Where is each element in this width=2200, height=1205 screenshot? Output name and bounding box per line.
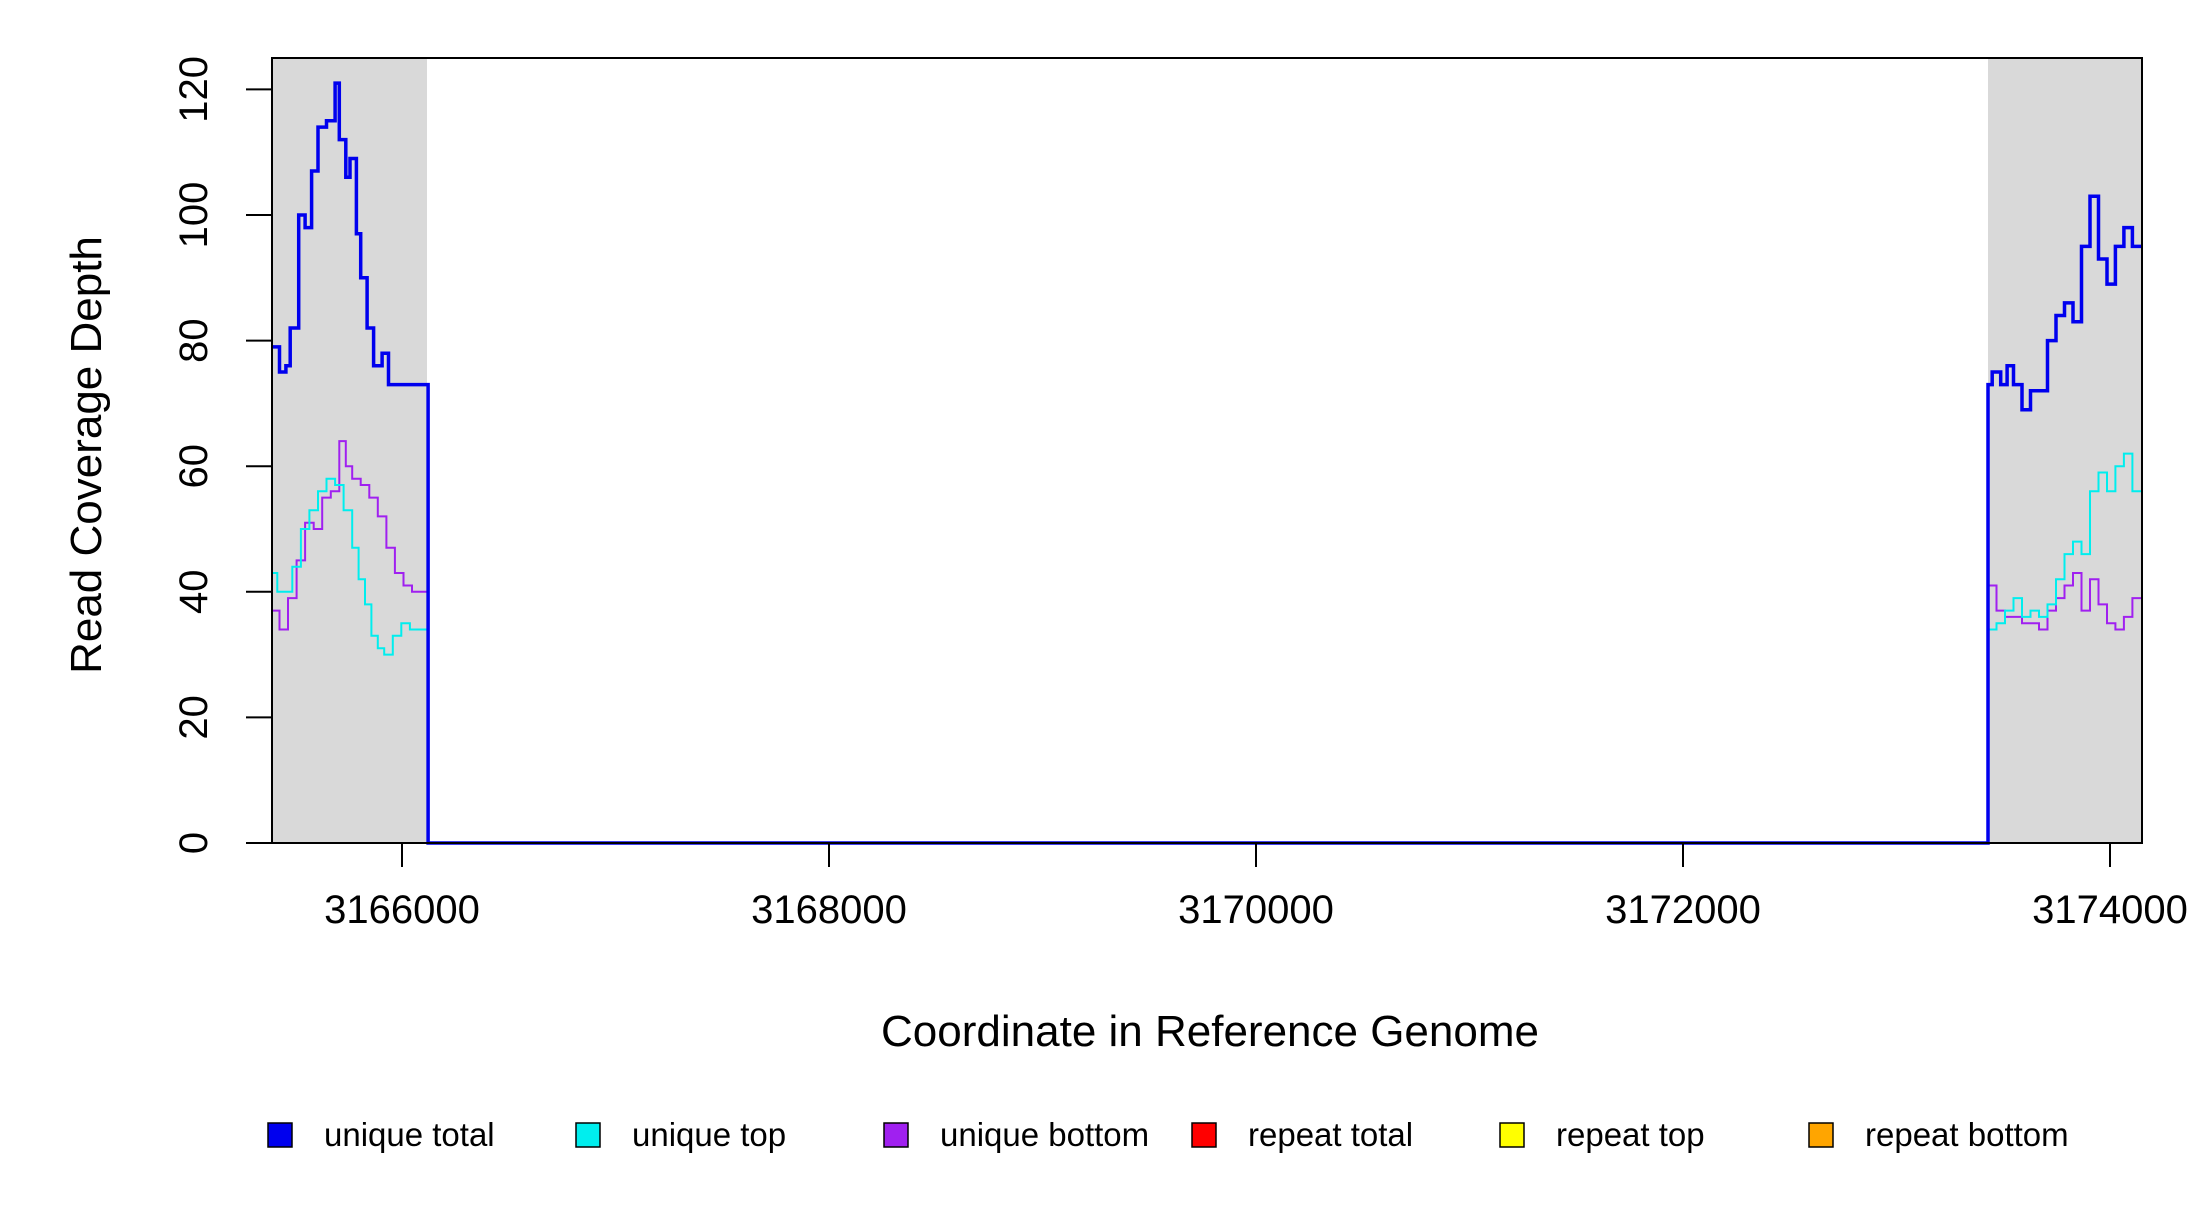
y-tick-label-60: 60 <box>172 444 216 489</box>
legend-swatch-repeat-top <box>1499 1122 1525 1148</box>
shaded-regions <box>272 58 2142 843</box>
legend-swatch-unique-total <box>267 1122 293 1148</box>
x-axis-title: Coordinate in Reference Genome <box>881 1007 1539 1056</box>
legend-swatch-unique-top <box>575 1122 601 1148</box>
legend-item-unique-top: unique top <box>575 1116 786 1153</box>
legend: unique total unique top unique bottom repea… <box>267 1116 2069 1153</box>
x-tick-label-3166000: 3166000 <box>324 888 480 932</box>
x-tick-label-3174000: 3174000 <box>2032 888 2188 932</box>
y-axis: 0 20 40 60 80 100 120 <box>172 56 272 854</box>
legend-swatch-unique-bottom <box>883 1122 909 1148</box>
series-line-unique-total <box>272 81 2142 845</box>
legend-item-repeat-top: repeat top <box>1499 1116 1705 1153</box>
legend-swatch-repeat-bottom <box>1808 1122 1834 1148</box>
legend-label-unique-top: unique top <box>632 1116 786 1153</box>
x-tick-label-3172000: 3172000 <box>1605 888 1761 932</box>
legend-label-unique-bottom: unique bottom <box>940 1116 1149 1153</box>
y-tick-label-100: 100 <box>172 182 216 249</box>
legend-item-repeat-total: repeat total <box>1191 1116 1413 1153</box>
shaded-region-1 <box>272 58 427 843</box>
legend-label-unique-total: unique total <box>324 1116 495 1153</box>
legend-item-repeat-bottom: repeat bottom <box>1808 1116 2069 1153</box>
x-tick-label-3168000: 3168000 <box>751 888 907 932</box>
series-line-unique-bottom <box>272 440 2143 844</box>
legend-label-repeat-bottom: repeat bottom <box>1865 1116 2069 1153</box>
legend-label-repeat-total: repeat total <box>1248 1116 1413 1153</box>
y-tick-label-0: 0 <box>172 832 216 854</box>
legend-item-unique-total: unique total <box>267 1116 495 1153</box>
y-tick-label-120: 120 <box>172 56 216 123</box>
y-tick-label-20: 20 <box>172 695 216 740</box>
y-axis-title: Read Coverage Depth <box>62 236 111 674</box>
plot-frame <box>271 57 2143 844</box>
x-axis: 3166000 3168000 3170000 3172000 3174000 <box>324 843 2188 932</box>
y-tick-label-40: 40 <box>172 570 216 615</box>
series-line-unique-top <box>272 452 2142 844</box>
legend-swatch-repeat-total <box>1191 1122 1217 1148</box>
shaded-region-2 <box>1988 58 2142 843</box>
legend-label-repeat-top: repeat top <box>1556 1116 1705 1153</box>
y-tick-label-80: 80 <box>172 318 216 363</box>
series-lines <box>272 81 2143 845</box>
x-tick-label-3170000: 3170000 <box>1178 888 1334 932</box>
legend-item-unique-bottom: unique bottom <box>883 1116 1149 1153</box>
